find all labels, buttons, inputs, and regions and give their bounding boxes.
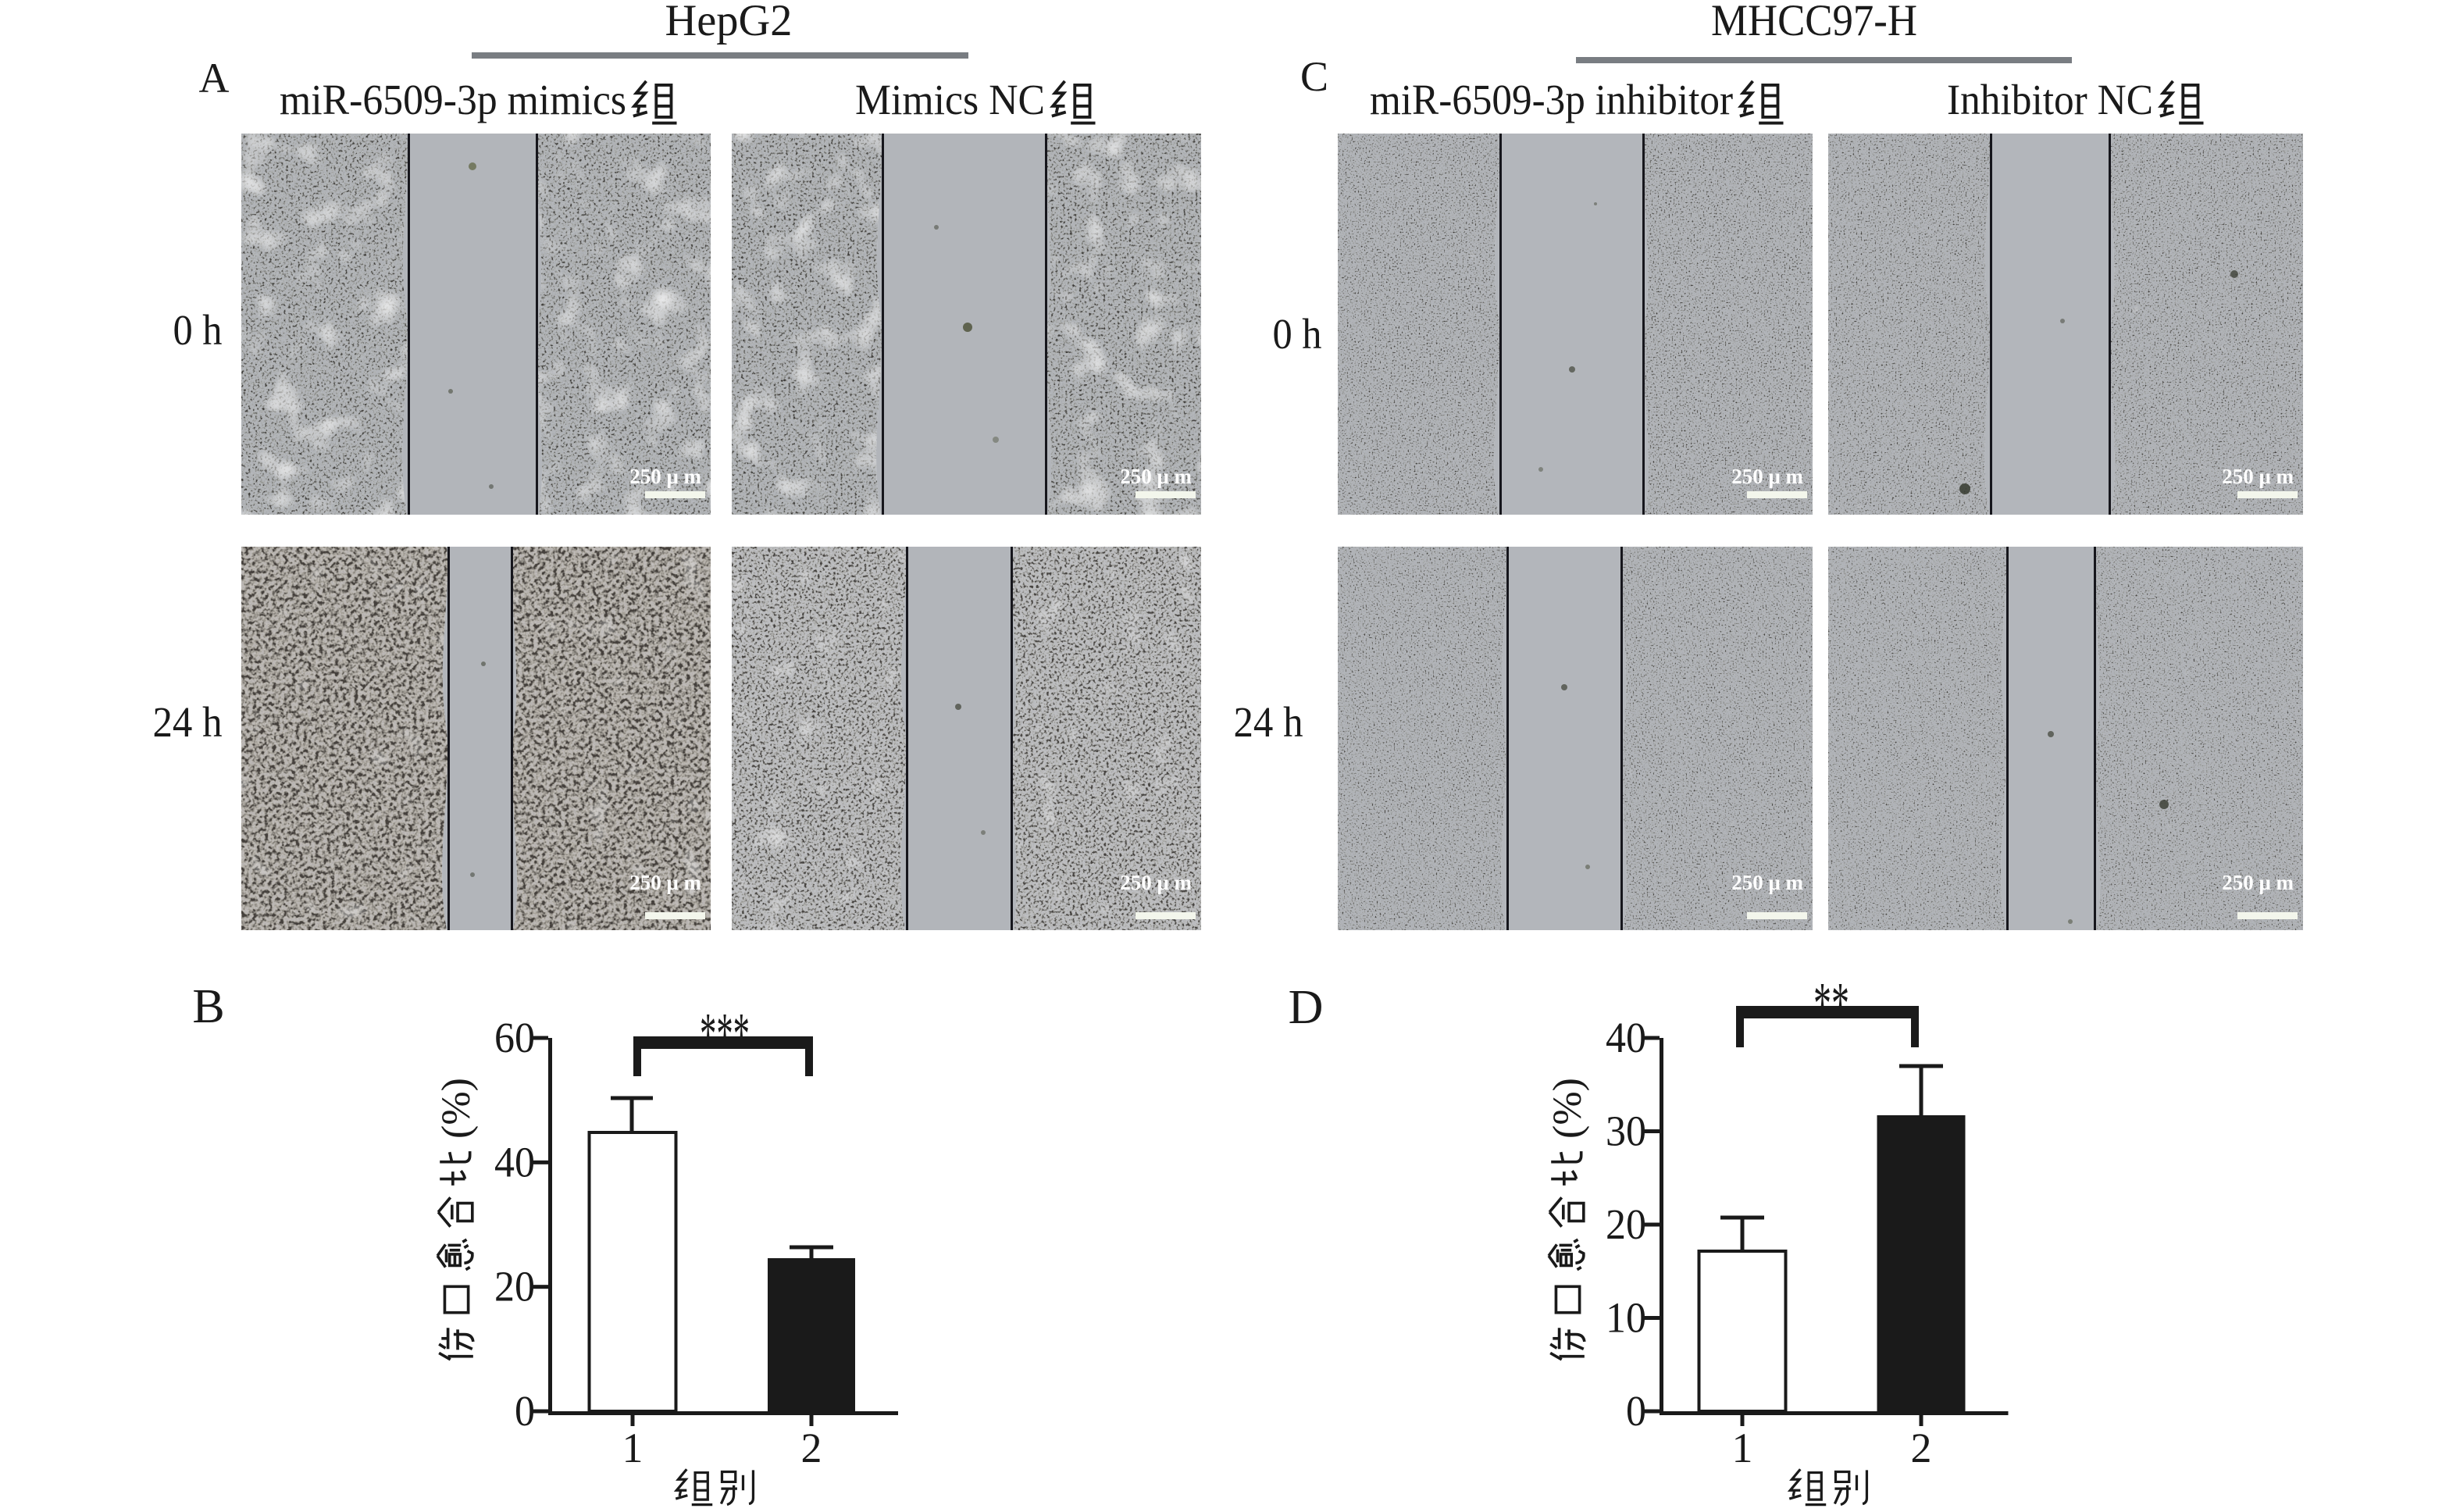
svg-text:0: 0 (515, 1387, 535, 1435)
svg-text:1: 1 (622, 1425, 644, 1471)
svg-text:30: 30 (1606, 1107, 1646, 1155)
svg-text:(%): (%) (1546, 1078, 1590, 1139)
svg-text:MHCC97-H: MHCC97-H (1711, 0, 1917, 45)
svg-text:250 μ m: 250 μ m (1120, 465, 1192, 488)
svg-text:20: 20 (494, 1263, 535, 1311)
svg-text:0: 0 (1626, 1387, 1646, 1435)
svg-text:24 h: 24 h (1234, 698, 1303, 746)
svg-text:HepG2: HepG2 (665, 0, 793, 45)
svg-text:250 μ m: 250 μ m (629, 871, 701, 894)
svg-text:250 μ m: 250 μ m (1731, 465, 1803, 488)
svg-text:D: D (1289, 981, 1324, 1034)
svg-text:B: B (192, 980, 224, 1033)
svg-text:40: 40 (1606, 1014, 1646, 1061)
svg-text:1: 1 (1732, 1425, 1753, 1471)
svg-text:250 μ m: 250 μ m (2222, 871, 2294, 894)
svg-text:0 h: 0 h (1273, 310, 1322, 358)
svg-text:10: 10 (1606, 1294, 1646, 1342)
svg-text:2: 2 (1911, 1425, 1932, 1471)
svg-text:***: *** (700, 1001, 750, 1067)
svg-text:**: ** (1813, 971, 1849, 1036)
svg-text:miR-6509-3p mimics: miR-6509-3p mimics (280, 76, 626, 123)
svg-text:24 h: 24 h (153, 698, 223, 746)
svg-text:60: 60 (494, 1014, 535, 1061)
svg-text:miR-6509-3p inhibitor: miR-6509-3p inhibitor (1370, 76, 1733, 123)
svg-text:250 μ m: 250 μ m (629, 465, 701, 488)
svg-text:250 μ m: 250 μ m (1120, 871, 1192, 894)
svg-text:0 h: 0 h (173, 306, 223, 354)
svg-text:250 μ m: 250 μ m (1731, 871, 1803, 894)
svg-text:Mimics NC: Mimics NC (855, 76, 1045, 123)
svg-text:250 μ m: 250 μ m (2222, 465, 2294, 488)
svg-text:40: 40 (494, 1138, 535, 1186)
svg-text:A: A (199, 55, 230, 102)
svg-text:(%): (%) (434, 1078, 479, 1139)
svg-text:C: C (1300, 53, 1328, 100)
svg-text:Inhibitor NC: Inhibitor NC (1947, 76, 2153, 123)
svg-text:2: 2 (801, 1425, 822, 1471)
svg-text:20: 20 (1606, 1200, 1646, 1248)
